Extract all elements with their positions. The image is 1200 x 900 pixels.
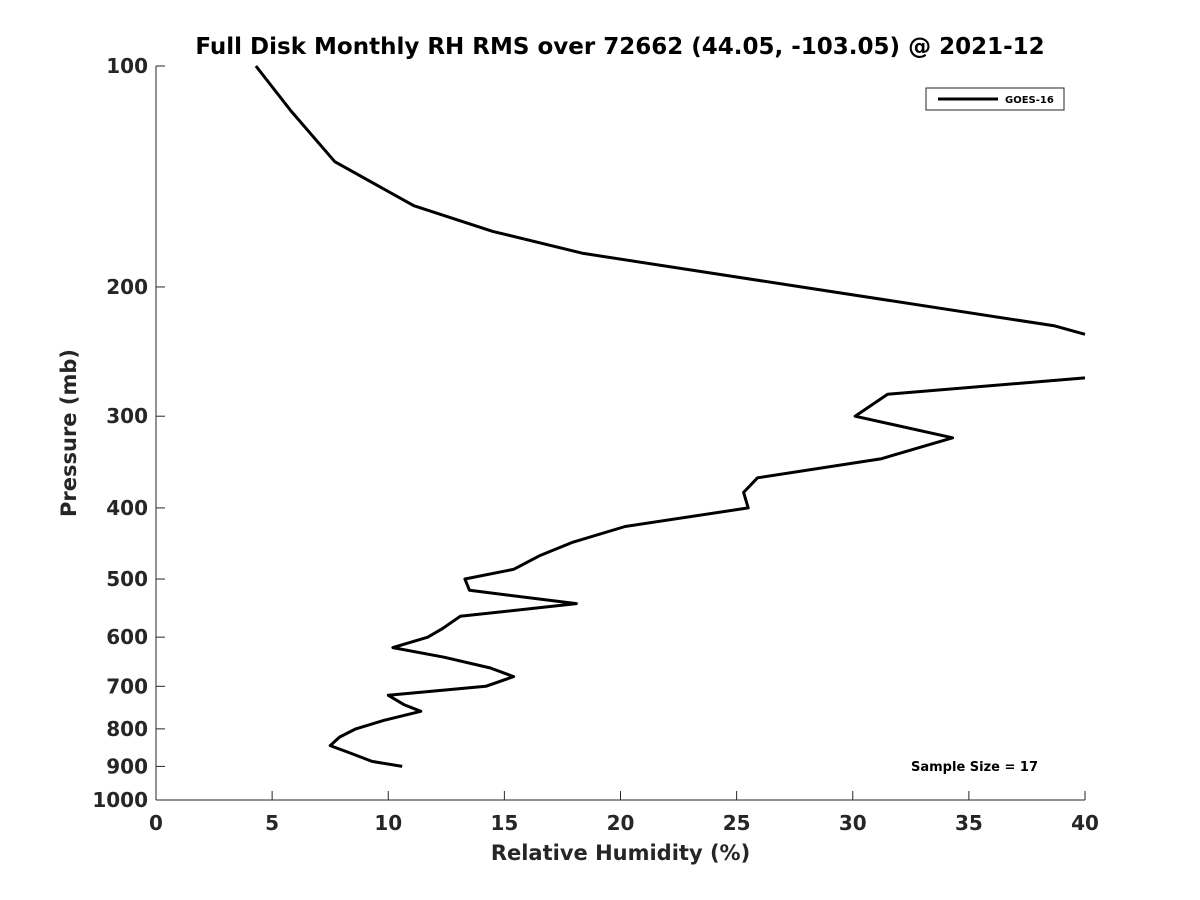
y-tick-label: 800 [106,717,148,741]
x-tick-label: 35 [955,811,983,835]
series-group [254,65,1086,768]
x-tick-label: 0 [149,811,163,835]
x-tick-label: 15 [490,811,518,835]
x-tick-label: 25 [723,811,751,835]
x-axis-label: Relative Humidity (%) [491,841,750,865]
y-tick-label: 100 [106,54,148,78]
series-line-goes-16-segment-2 [328,376,1086,768]
chart-title: Full Disk Monthly RH RMS over 72662 (44.… [195,34,1044,60]
y-tick-label: 1000 [92,788,148,812]
y-axis-label: Pressure (mb) [57,349,81,517]
y-tick-label: 200 [106,275,148,299]
series-line-goes-16-segment-1 [254,65,1086,336]
y-tick-label: 700 [106,674,148,698]
x-tick-label: 10 [374,811,402,835]
y-tick-label: 600 [106,625,148,649]
y-tick-label: 900 [106,754,148,778]
y-axis-ticks: 100 200 300 400 500 600 700 800 900 1000 [92,54,165,812]
legend: GOES-16 [925,87,1065,111]
y-tick-label: 300 [106,404,148,428]
y-tick-label: 500 [106,567,148,591]
x-tick-label: 5 [265,811,279,835]
x-tick-label: 40 [1071,811,1099,835]
x-tick-label: 20 [607,811,635,835]
x-axis-ticks: 0 5 10 15 20 25 30 35 40 [149,791,1099,835]
legend-label-goes-16: GOES-16 [1005,95,1054,106]
x-tick-label: 30 [839,811,867,835]
sample-size-annotation: Sample Size = 17 [911,760,1038,775]
y-tick-label: 400 [106,496,148,520]
